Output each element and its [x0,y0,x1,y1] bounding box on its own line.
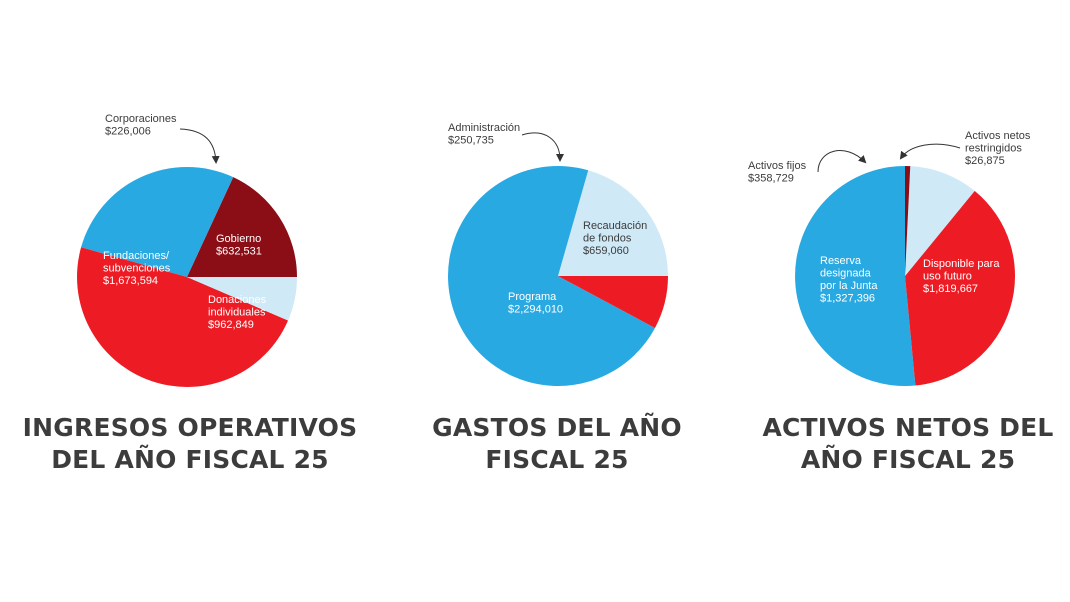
slice-label: Disponible para uso futuro $1,819,667 [923,258,1000,295]
callout-arrow [521,132,564,162]
slice-label-line: Corporaciones [105,113,177,125]
slice-label: Activos netos restringidos $26,875 [965,130,1031,167]
slice-label-line: $632,531 [216,246,262,258]
slice-label-line: $659,060 [583,245,629,257]
slice-label-line: subvenciones [103,263,171,275]
slice-label: Recaudación de fondos $659,060 [583,220,647,257]
callout-arrow [179,128,220,164]
slice-label-line: Programa [508,291,557,303]
callout-arrow [899,143,961,160]
slice-label-line: de fondos [583,233,632,245]
slice-label-line: Fundaciones/ [103,250,170,262]
chart-title-line: ACTIVOS NETOS DEL [762,413,1054,442]
slice-label-line: $226,006 [105,126,151,138]
pie-slice [448,165,655,386]
chart-title-line: DEL AÑO FISCAL 25 [51,445,329,474]
pie-slice [77,247,289,387]
slice-label-line: uso futuro [923,271,972,283]
pie-chart-3: Disponible para uso futuro $1,819,667 Reser… [748,130,1031,386]
pie-slice [905,166,911,276]
pie-slice [558,276,668,328]
slice-label-line: $2,294,010 [508,304,563,316]
slice-label-line: Reserva [820,255,862,267]
pie-slice [905,190,1016,386]
callout-arrow [817,150,867,173]
slice-label: Fundaciones/subvenciones $1,673,594 [103,250,171,287]
chart-title-activos: ACTIVOS NETOS DEL AÑO FISCAL 25 [728,412,1070,476]
slice-label-line: Gobierno [216,233,261,245]
slice-label-line: $1,327,396 [820,293,875,305]
chart-title-line: AÑO FISCAL 25 [800,445,1016,474]
slice-label: Programa $2,294,010 [508,291,563,316]
slice-label-line: $358,729 [748,173,794,185]
slice-label-line: restringidos [965,143,1022,155]
slice-label: Administración $250,735 [448,122,520,147]
slice-label-line: $962,849 [208,319,254,331]
slice-label-line: Recaudación [583,220,647,232]
chart-title-ingresos: INGRESOS OPERATIVOS DEL AÑO FISCAL 25 [10,412,370,476]
pie-slice [187,277,297,321]
chart-title-line: FISCAL 25 [485,445,629,474]
pie-chart-1: Gobierno $632,531 Donaciones individuales $9… [77,113,297,387]
slice-label-line: $250,735 [448,135,494,147]
chart-title-gastos: GASTOS DEL AÑO FISCAL 25 [377,412,737,476]
slice-label-line: por la Junta [820,280,878,292]
slice-label-line: designada [820,268,872,280]
slice-label-line: $1,819,667 [923,283,978,295]
slice-label: Corporaciones $226,006 [105,113,177,138]
slice-label-line: Disponible para [923,258,1000,270]
slice-label-line: Activos fijos [748,160,807,172]
pie-chart-2: Recaudación de fondos $659,060 Programa $2,2… [448,122,668,386]
slice-label-line: Administración [448,122,520,134]
slice-label: Reserva designada por la Junta $1,327,396 [820,255,878,305]
slice-label-line: Donaciones [208,294,267,306]
slice-label: Gobierno $632,531 [216,233,262,258]
slice-label-line: $1,673,594 [103,275,158,287]
pie-slice [187,177,297,277]
pie-slice [558,170,668,276]
pie-slice [905,166,975,276]
slice-label: Activos fijos $358,729 [748,160,807,185]
slice-label-line: $26,875 [965,155,1005,167]
pie-slice [795,166,916,386]
pie-slice [81,166,234,277]
slice-label: Donaciones individuales $962,849 [208,294,267,331]
slice-label-line: Activos netos [965,130,1031,142]
slice-label-line: individuales [208,307,266,319]
chart-title-line: INGRESOS OPERATIVOS [22,413,358,442]
chart-title-line: GASTOS DEL AÑO [432,413,682,442]
